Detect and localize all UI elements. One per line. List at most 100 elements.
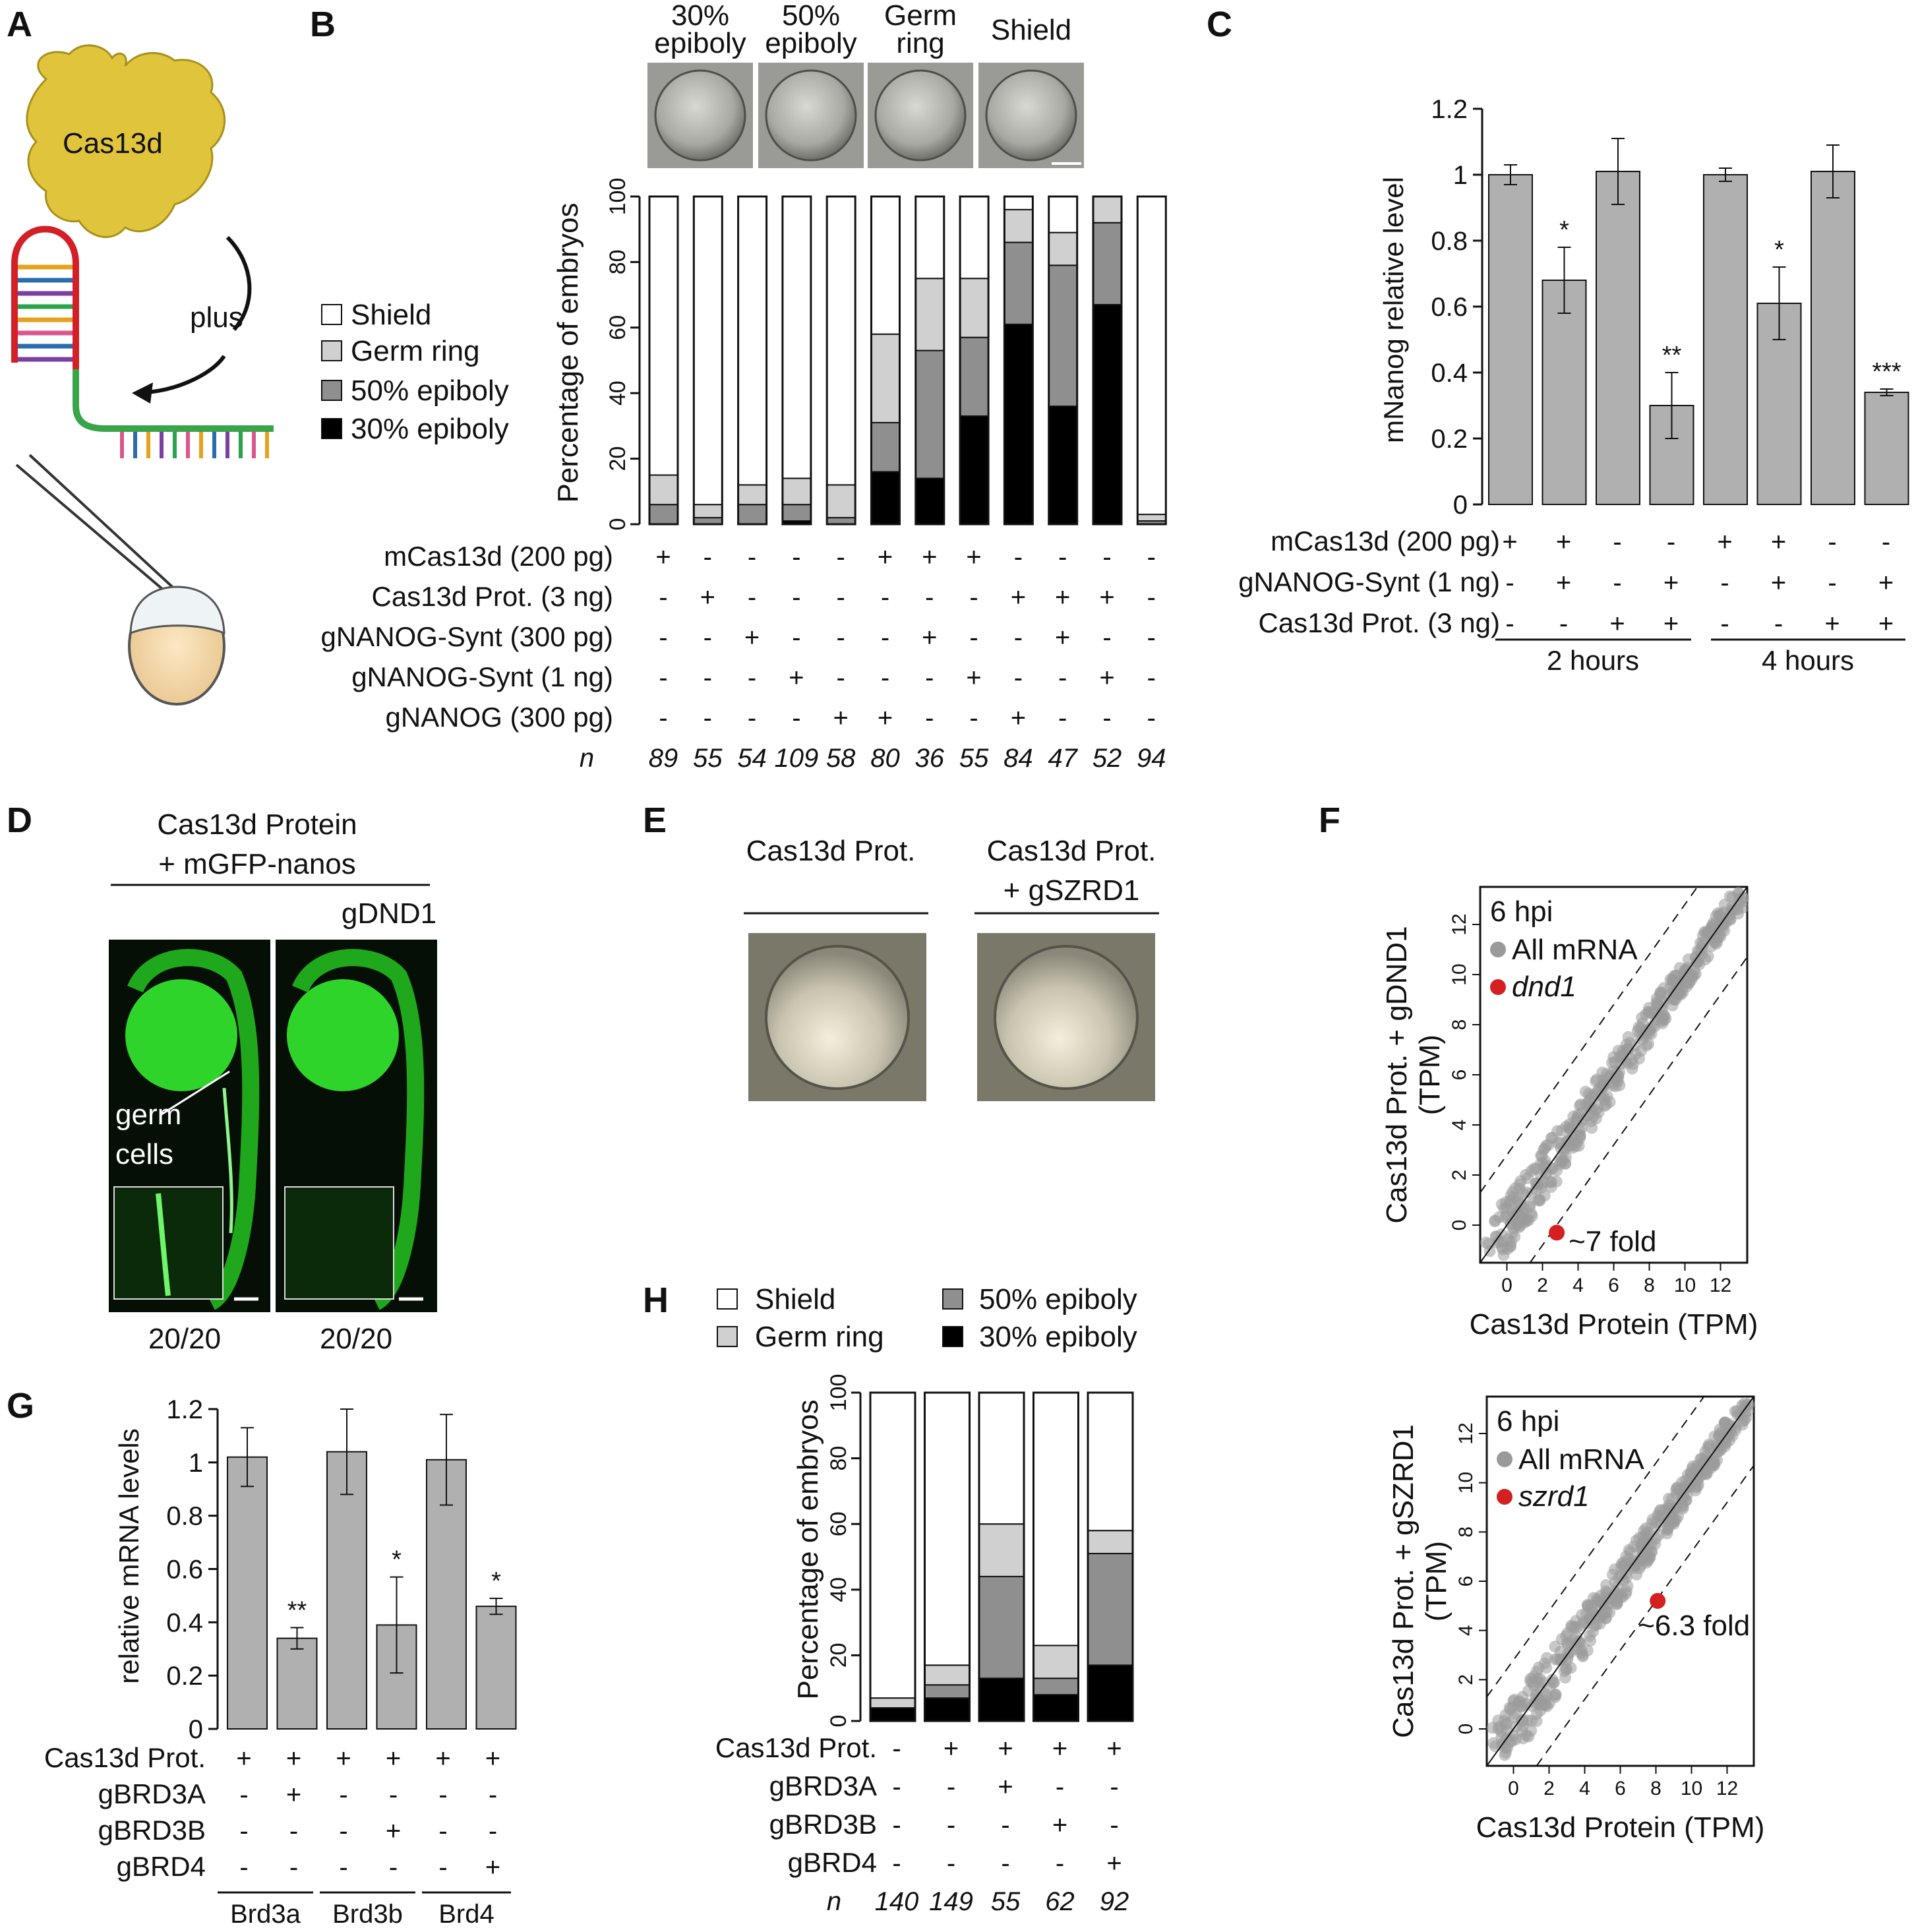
f-identity-line [1486, 1396, 1754, 1766]
h-row-mark: - [1001, 1849, 1009, 1878]
h-bar-segment [1087, 1664, 1133, 1722]
b-n-value: 54 [737, 744, 767, 773]
c-y-tick-label: 0.6 [1431, 293, 1468, 322]
f-legend-all: All mRNA [1518, 1443, 1644, 1476]
f-legend-gene: szrd1 [1518, 1480, 1590, 1513]
f-mrna-point [1534, 1695, 1547, 1707]
germ-cells-label-line2: cells [115, 1138, 173, 1170]
h-row-mark: + [1052, 1811, 1067, 1840]
b-y-tick-label: 100 [605, 178, 630, 216]
b-n-value: 58 [826, 744, 856, 773]
b-bar [825, 195, 856, 526]
f-fold-line-lower [1536, 1464, 1754, 1766]
f-mrna-point [1646, 1517, 1658, 1530]
b-bar [1092, 195, 1123, 526]
b-n-value: 89 [649, 744, 678, 773]
b-bar [648, 195, 679, 526]
c-y-tick-label: 0.2 [1431, 425, 1468, 454]
b-bar-segment [914, 477, 945, 525]
b-row-mark: + [1055, 623, 1070, 652]
embryo-control [765, 945, 910, 1090]
f-legend-gene: dnd1 [1512, 971, 1576, 1003]
f-y-axis-label-line1: Cas13d Prot. + gSZRD1 [1387, 1424, 1420, 1738]
h-n-label: n [827, 1887, 841, 1916]
f-mrna-point [1631, 1025, 1644, 1037]
b-row-mark: - [969, 704, 978, 733]
f-x-tick-label: 2 [1543, 1778, 1555, 1799]
f-legend-gene-marker [1497, 1489, 1512, 1505]
b-row-mark: - [659, 623, 667, 652]
inset-left-signal [156, 1193, 171, 1296]
f-mrna-point [1493, 1721, 1505, 1734]
f-mrna-point [1558, 1665, 1571, 1677]
b-row-mark: - [969, 623, 978, 652]
b-bar-segment [914, 349, 945, 479]
f-fold-annotation: ~7 fold [1569, 1225, 1656, 1257]
f-mrna-point [1587, 1625, 1600, 1638]
c-row-mark: - [1505, 568, 1514, 597]
b-bar-segment [1048, 196, 1078, 233]
b-bar [870, 195, 901, 526]
h-row-mark: - [1110, 1772, 1118, 1801]
stage-label-line1: Germ [884, 0, 957, 32]
b-row-mark: + [922, 543, 937, 572]
condition-table-b: mCas13d (200 pg) + - - - - + + + - - - - Cas13d Prot.… [320, 541, 1166, 773]
f-mrna-point [1601, 1068, 1613, 1080]
c-row-mark: + [1771, 528, 1786, 557]
f-x-tick-label: 4 [1572, 1275, 1584, 1296]
germ-cells-pointer [161, 1070, 230, 1116]
c-row-mark: - [1505, 609, 1514, 638]
arrowhead-icon [132, 382, 153, 404]
b-row-mark: - [1014, 663, 1023, 692]
f-gene-point [1549, 1224, 1565, 1241]
c-y-tick-label: 0.4 [1431, 359, 1468, 388]
legend-h-shield: Shield [755, 1283, 835, 1315]
b-bar-segment [826, 484, 856, 519]
b-bar [1136, 195, 1167, 526]
f-mrna-point [1500, 1746, 1512, 1759]
c-significance: * [1559, 216, 1569, 244]
f-mrna-point [1549, 1689, 1562, 1701]
b-bar-segment [1003, 196, 1034, 210]
panel-label-c: C [1207, 5, 1232, 44]
f-mrna-point [1731, 1408, 1744, 1421]
g-significance: ** [287, 1596, 307, 1624]
b-row-mark: - [704, 623, 712, 652]
c-significance: * [1774, 236, 1784, 264]
b-bar [737, 195, 768, 526]
h-row-label: Cas13d Prot. [715, 1732, 877, 1763]
h-bar-segment [1087, 1530, 1133, 1555]
f-mrna-point [1578, 1113, 1590, 1126]
g-group-label: Brd3a [230, 1900, 301, 1929]
b-row-mark: - [659, 663, 667, 692]
b-bar-segment [870, 196, 901, 335]
h-bar-segment [978, 1575, 1025, 1679]
b-bar-segment [959, 196, 990, 280]
f-mrna-point [1597, 1091, 1609, 1103]
f-legend-all-marker [1490, 942, 1506, 957]
f-gene-point [1650, 1592, 1666, 1609]
g-y-tick-label: 0.8 [166, 1502, 203, 1531]
f-mrna-point [1710, 1439, 1723, 1451]
f-mrna-point [1573, 1125, 1586, 1137]
legend-h-germ-ring: Germ ring [755, 1321, 884, 1353]
b-bar-segment [693, 504, 723, 519]
embryo-cap [129, 586, 225, 635]
b-row-mark: - [1058, 663, 1067, 692]
f-y-tick-label: 10 [1455, 1472, 1477, 1494]
b-row-mark: - [969, 583, 978, 612]
h-bar [978, 1391, 1025, 1722]
chart-b: 0 20 40 60 80 100 [605, 178, 1167, 530]
legend-h-50-epiboly: 50% epiboly [979, 1283, 1137, 1315]
h-bar-segment [870, 1697, 916, 1709]
b-row-mark: - [792, 583, 800, 612]
c-row-mark: - [1828, 528, 1836, 557]
b-bar-segment [1093, 222, 1122, 306]
b-row-label: gNANOG-Synt (300 pg) [320, 621, 613, 652]
guide-rna-stem-bars [18, 264, 73, 362]
h-bar-segment [1033, 1392, 1079, 1646]
h-row-mark: - [947, 1849, 955, 1878]
b-bar-segment [914, 278, 945, 351]
panel-label-h: H [643, 1281, 669, 1320]
g-y-tick-label: 0.2 [166, 1662, 203, 1691]
